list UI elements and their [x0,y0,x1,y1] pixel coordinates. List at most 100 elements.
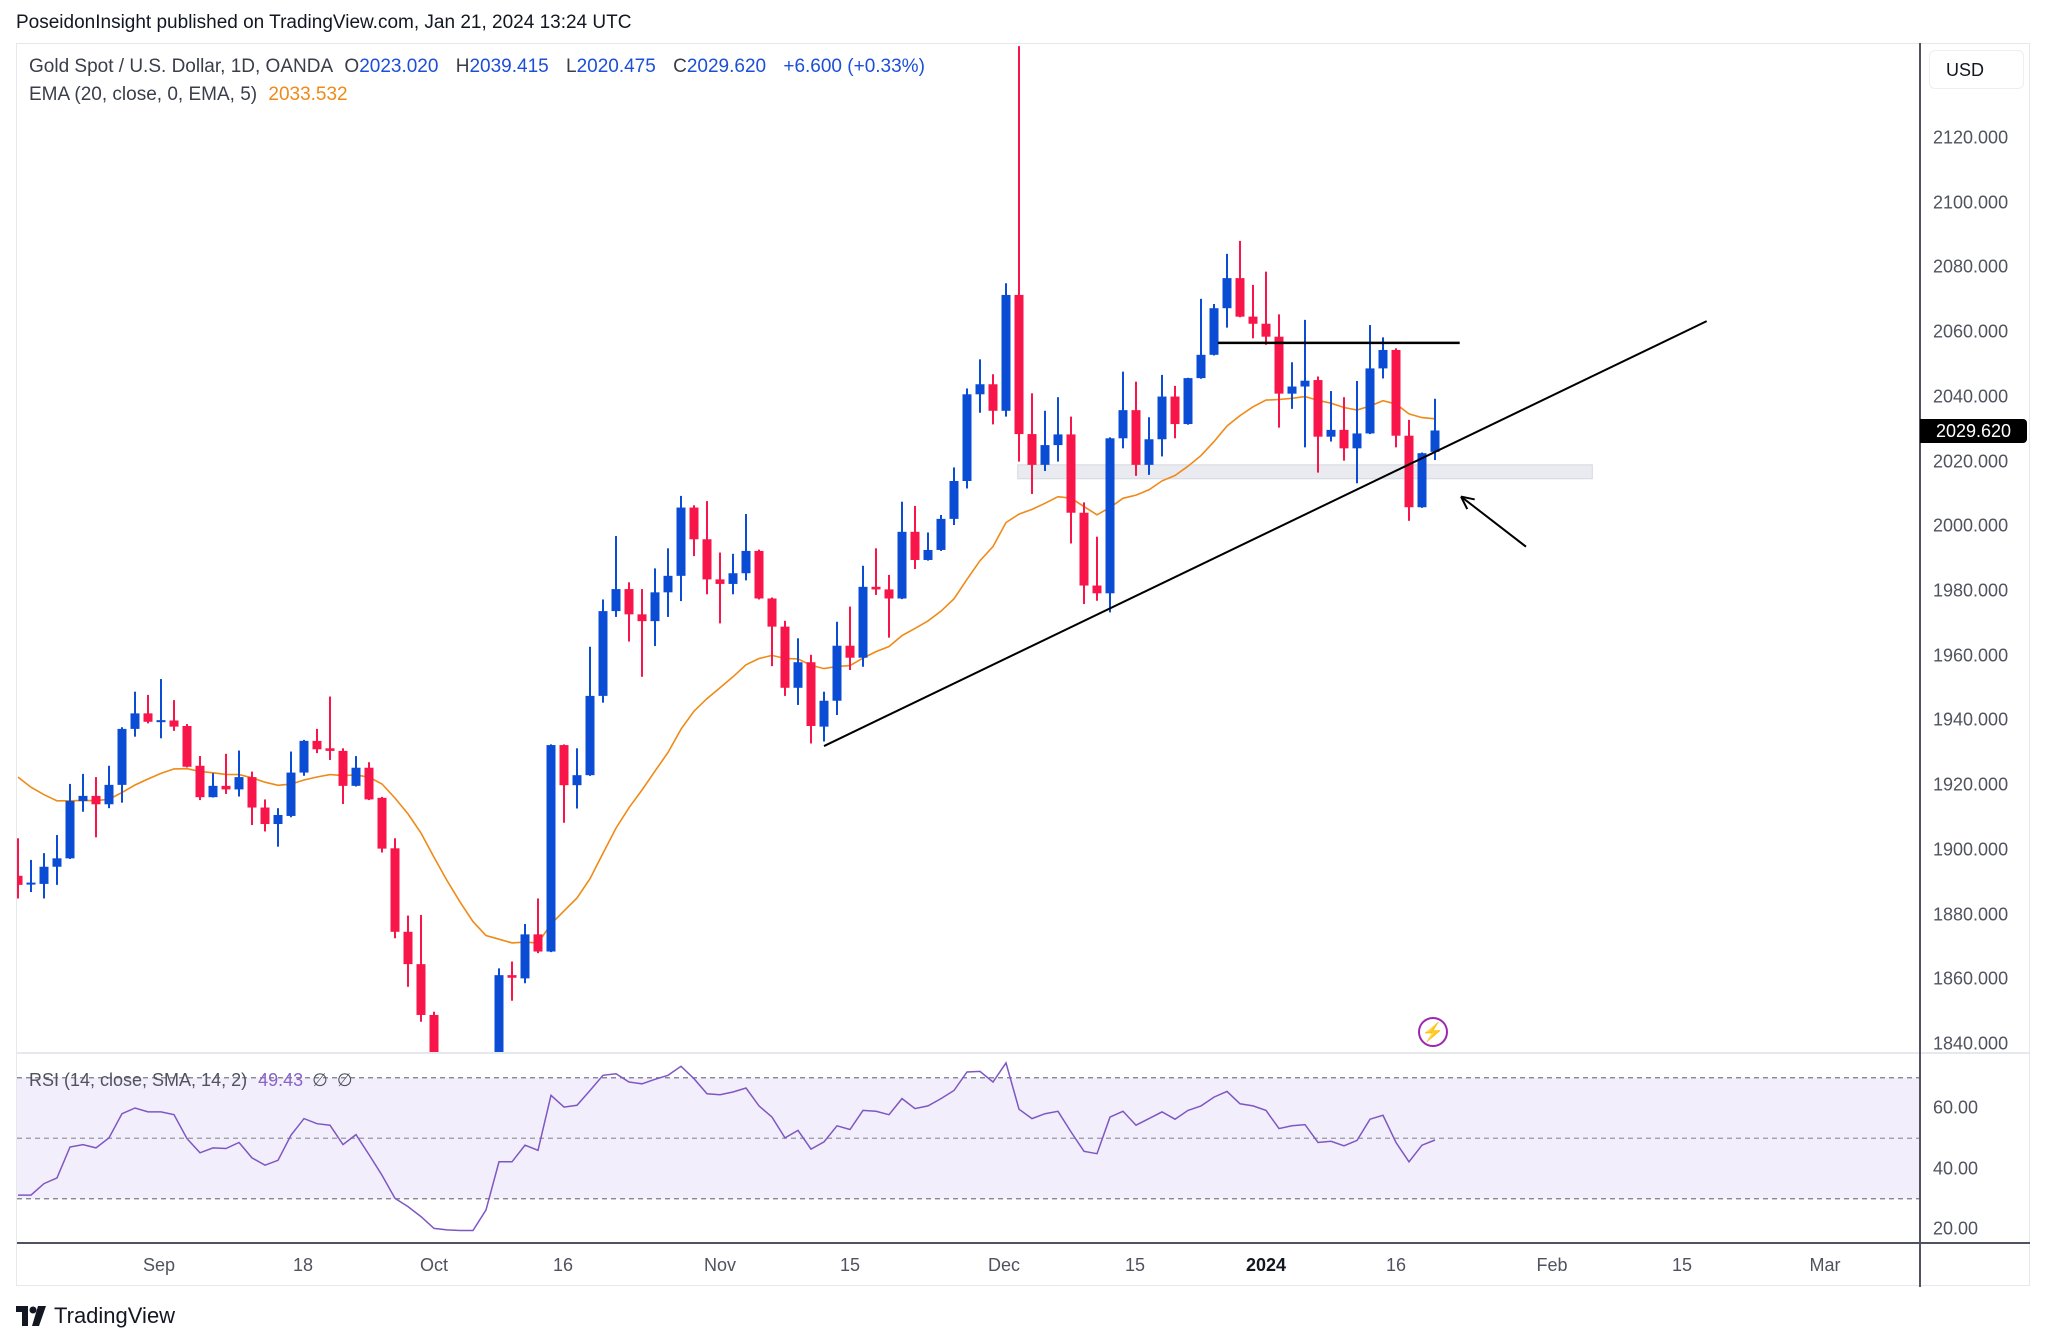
lightning-icon[interactable]: ⚡ [1418,1017,1448,1047]
candle [1404,419,1414,521]
candle [949,467,959,526]
price-tick-label: 1960.000 [1933,645,2009,666]
candle-body [884,589,894,599]
candle-body [1248,316,1258,324]
candle-body [637,614,647,622]
candle-body [91,795,101,805]
candle [338,748,348,804]
candle [1196,298,1206,379]
candle-body [546,745,556,952]
candle-body [130,713,140,729]
candle [494,968,504,1053]
candle [936,514,946,551]
candle [1222,253,1232,328]
price-tick-label: 2040.000 [1933,386,2009,407]
candle-body [1378,349,1388,369]
candle-body [1040,445,1050,465]
symbol-title[interactable]: Gold Spot / U.S. Dollar, 1D, OANDA [29,56,334,77]
candle [234,750,244,797]
candle-body [78,795,88,802]
candle-body [273,814,283,825]
trendline[interactable] [823,320,1708,747]
price-tick-label: 1840.000 [1933,1033,2009,1054]
time-tick-label: 15 [1124,1255,1146,1275]
arrow-icon[interactable] [1460,495,1527,548]
candle [1248,284,1258,339]
candle-body [1157,396,1167,440]
candle-body [702,539,712,580]
currency-button[interactable]: USD [1929,50,2024,89]
candle-body [299,740,309,773]
rsi-value: 49.43 [258,1070,304,1090]
candle-body [1001,294,1011,411]
open-label: O [344,56,360,77]
candle-body [52,858,62,867]
price-tick-label: 1980.000 [1933,580,2009,601]
candle [1417,452,1427,508]
candle [17,838,23,899]
candle [650,568,660,647]
close-label: C [673,56,687,77]
candle-body [286,772,296,816]
candle [286,751,296,818]
candle-body [741,550,751,574]
candle [598,599,608,703]
candle [208,773,218,798]
candle-body [689,507,699,540]
candle [117,727,127,803]
candle [1300,319,1310,448]
candle-body [403,931,413,965]
time-tick-label: 15 [839,1255,861,1275]
candle-body [1222,278,1232,309]
candle-body [1118,410,1128,439]
candle [845,606,855,670]
candle-body [858,586,868,658]
support-zone[interactable] [1017,464,1593,480]
candle [910,505,920,570]
candle-body [1352,433,1362,449]
time-tick-label: Oct [419,1255,449,1275]
candle [1092,536,1102,601]
candle [728,553,738,595]
footer-logo[interactable]: TradingView [16,1303,175,1329]
time-tick-label: Dec [987,1255,1021,1275]
candle-body [1235,278,1245,317]
rsi-band [17,1077,1920,1199]
time-tick-label: 2024 [1245,1255,1287,1275]
candle-body [247,777,257,808]
candle [65,783,75,859]
candle-body [676,507,686,576]
candle [26,859,36,892]
candle [741,514,751,581]
candle [52,835,62,885]
rsi-legend[interactable]: RSI (14, close, SMA, 14, 2) 49.43 ∅ ∅ [29,1070,353,1091]
time-tick-label: Mar [1809,1255,1841,1275]
candle [1209,304,1219,356]
candle [1183,377,1193,425]
candle [429,1011,439,1053]
candle [832,621,842,715]
candle [1144,417,1154,475]
candle-body [845,645,855,658]
candle [143,694,153,724]
candle-body [234,777,244,790]
candle-body [1131,410,1141,465]
candle [806,654,816,744]
candle-body [624,589,634,615]
high-value: 2039.415 [469,56,549,77]
candle [247,771,257,826]
candle [975,359,985,413]
candle [1105,437,1115,613]
candle [1157,374,1167,457]
candle-body [650,592,660,622]
candle-body [585,695,595,776]
candle-body [1053,434,1063,446]
candle [1066,416,1076,544]
candle [663,548,673,617]
candle-body [507,975,517,978]
candle-body [377,797,387,849]
candle-body [611,589,621,612]
candle [988,374,998,425]
ema-legend[interactable]: EMA (20, close, 0, EMA, 5) 2033.532 [29,84,354,106]
